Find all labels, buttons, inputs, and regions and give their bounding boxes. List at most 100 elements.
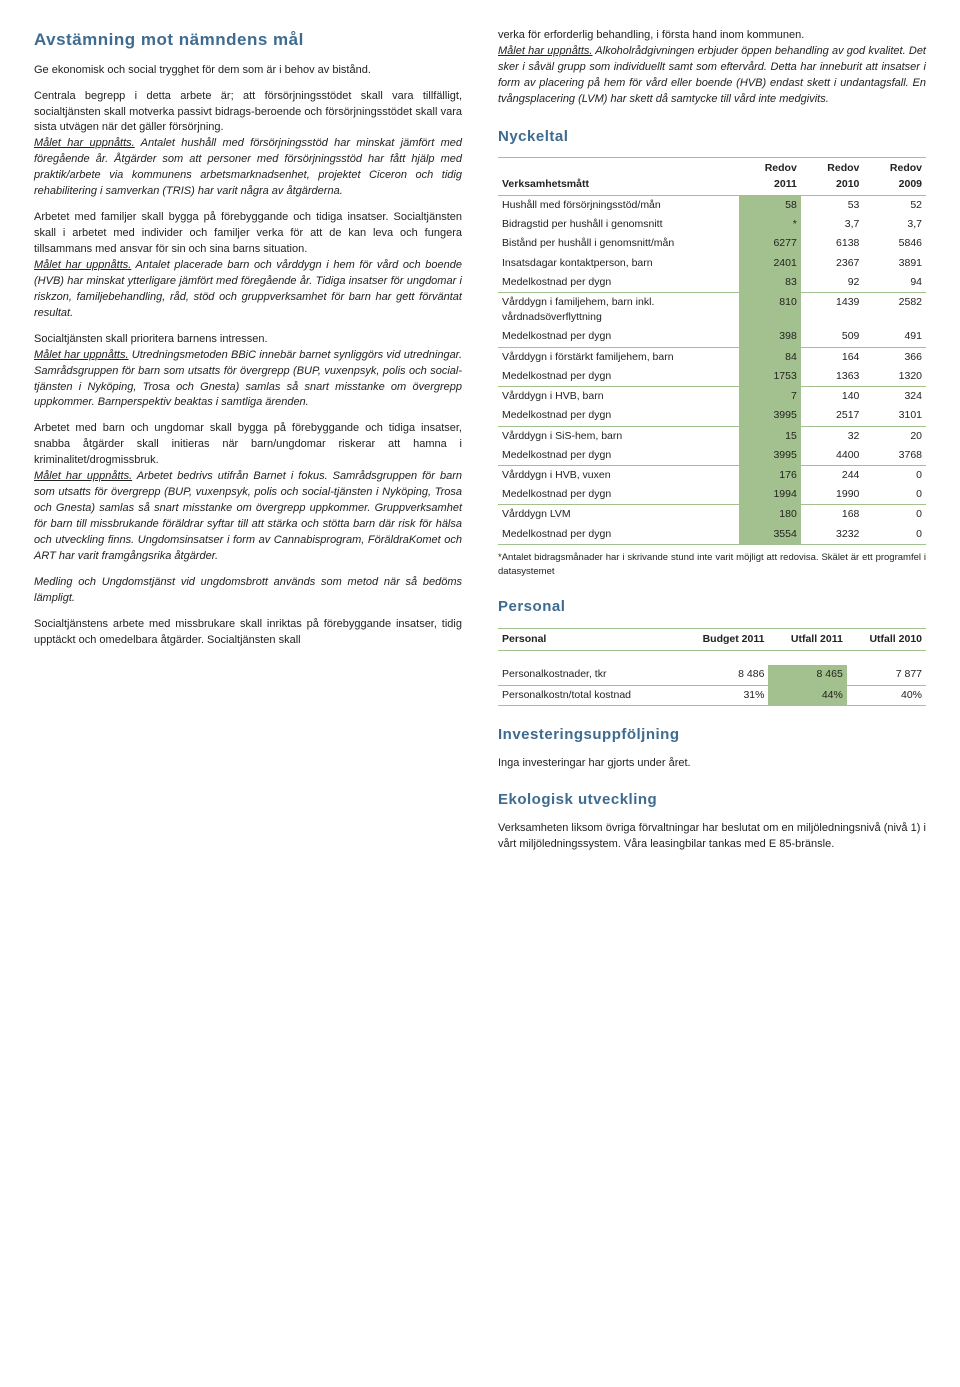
table-personal: Personal Budget 2011 Utfall 2011 Utfall … [498, 628, 926, 706]
cell-label: Insatsdagar kontaktperson, barn [498, 254, 739, 273]
cell-value: 3232 [801, 525, 864, 545]
cell-value: 180 [739, 505, 801, 525]
heading-personal: Personal [498, 596, 926, 618]
cell-value: 509 [801, 327, 864, 347]
table-row: Bidragstid per hushåll i genomsnitt*3,73… [498, 215, 926, 234]
para-families-prevent: Arbetet med familjer skall bygga på före… [34, 210, 462, 322]
cell-value: 84 [739, 347, 801, 367]
para-mediation: Medling och Ungdomstjänst vid ungdomsbro… [34, 575, 462, 607]
cell-value: 6277 [739, 234, 801, 253]
th-2009: Redov 2009 [863, 158, 926, 195]
cell-value: 5846 [863, 234, 926, 253]
cell-value: 1994 [739, 485, 801, 505]
th-personal: Personal [498, 629, 677, 651]
table-row: Medelkostnad per dygn399544003768 [498, 446, 926, 466]
cell-value: 1990 [801, 485, 864, 505]
cell-label: Vårddygn i SiS-hem, barn [498, 426, 739, 446]
th-utfall-2011: Utfall 2011 [768, 629, 846, 651]
cell-label: Medelkostnad per dygn [498, 446, 739, 466]
heading-avstamning: Avstämning mot nämndens mål [34, 28, 462, 53]
cell-label: Medelkostnad per dygn [498, 273, 739, 293]
cell-value: 0 [863, 525, 926, 545]
table-row: Personalkostn/total kostnad31%44%40% [498, 685, 926, 705]
cell-value: 2401 [739, 254, 801, 273]
cell-value: 244 [801, 465, 864, 485]
text: Arbetet bedrivs utifrån Barnet i fokus. … [34, 470, 462, 562]
cell-value: 8 486 [677, 665, 768, 685]
table-row: Vårddygn i HVB, barn7140324 [498, 387, 926, 407]
cell-value: 7 [739, 387, 801, 407]
cell-value: 1363 [801, 367, 864, 387]
goal-reached: Målet har uppnåtts. [498, 45, 592, 57]
table-row: Vårddygn i SiS-hem, barn153220 [498, 426, 926, 446]
cell-value: 52 [863, 195, 926, 215]
cell-value: 0 [863, 465, 926, 485]
para-treatment: verka för erforderlig behandling, i förs… [498, 28, 926, 108]
cell-value: 7 877 [847, 665, 926, 685]
heading-eko: Ekologisk utveckling [498, 789, 926, 811]
cell-value: 32 [801, 426, 864, 446]
text: Centrala begrepp i detta arbete är; att … [34, 90, 462, 134]
para-abuse-prevention: Socialtjänstens arbete med missbrukare s… [34, 617, 462, 649]
table-row: Vårddygn i HVB, vuxen1762440 [498, 465, 926, 485]
th-utfall-2010: Utfall 2010 [847, 629, 926, 651]
cell-value: 44% [768, 685, 846, 705]
cell-label: Hushåll med försörjningsstöd/mån [498, 195, 739, 215]
cell-value: 398 [739, 327, 801, 347]
text: verka för erforderlig behandling, i förs… [498, 29, 804, 41]
para-central-concepts: Centrala begrepp i detta arbete är; att … [34, 89, 462, 201]
cell-value: 168 [801, 505, 864, 525]
cell-value: 2367 [801, 254, 864, 273]
cell-value: 15 [739, 426, 801, 446]
cell-label: Medelkostnad per dygn [498, 485, 739, 505]
text: Arbetet med familjer skall bygga på före… [34, 211, 462, 255]
cell-label: Vårddygn i förstärkt familjehem, barn [498, 347, 739, 367]
heading-nyckeltal: Nyckeltal [498, 126, 926, 148]
cell-value: 92 [801, 273, 864, 293]
cell-value: 810 [739, 292, 801, 327]
th-2011: Redov 2011 [739, 158, 801, 195]
cell-value: 3891 [863, 254, 926, 273]
cell-label: Bidragstid per hushåll i genomsnitt [498, 215, 739, 234]
th-budget-2011: Budget 2011 [677, 629, 768, 651]
text: Arbetet med barn och ungdomar skall bygg… [34, 422, 462, 466]
cell-value: 366 [863, 347, 926, 367]
cell-value: 164 [801, 347, 864, 367]
cell-value: 3554 [739, 525, 801, 545]
goal-reached: Målet har uppnåtts. [34, 470, 132, 482]
cell-value: 1439 [801, 292, 864, 327]
cell-label: Medelkostnad per dygn [498, 367, 739, 387]
table-row: Personalkostnader, tkr8 4868 4657 877 [498, 665, 926, 685]
cell-label: Personalkostn/total kostnad [498, 685, 677, 705]
cell-label: Vårddygn i HVB, vuxen [498, 465, 739, 485]
cell-label: Vårddygn i HVB, barn [498, 387, 739, 407]
cell-label: Personalkostnader, tkr [498, 665, 677, 685]
table-row: Vårddygn LVM1801680 [498, 505, 926, 525]
cell-label: Medelkostnad per dygn [498, 525, 739, 545]
table-row: Medelkostnad per dygn355432320 [498, 525, 926, 545]
goal-reached: Målet har uppnåtts. [34, 349, 129, 361]
cell-value: 2582 [863, 292, 926, 327]
cell-value: 53 [801, 195, 864, 215]
table-row: Medelkostnad per dygn199419900 [498, 485, 926, 505]
table-row: Vårddygn i förstärkt familjehem, barn841… [498, 347, 926, 367]
cell-value: 3101 [863, 406, 926, 426]
cell-value: 176 [739, 465, 801, 485]
goal-reached: Målet har uppnåtts. [34, 137, 135, 149]
table-row: Medelkostnad per dygn839294 [498, 273, 926, 293]
table-row: Medelkostnad per dygn398509491 [498, 327, 926, 347]
heading-invest: Investeringsuppföljning [498, 724, 926, 746]
cell-value: 1753 [739, 367, 801, 387]
right-column: verka för erforderlig behandling, i förs… [498, 28, 926, 863]
cell-label: Medelkostnad per dygn [498, 327, 739, 347]
cell-value: 40% [847, 685, 926, 705]
cell-value: * [739, 215, 801, 234]
cell-value: 1320 [863, 367, 926, 387]
left-column: Avstämning mot nämndens mål Ge ekonomisk… [34, 28, 462, 863]
table-row: Medelkostnad per dygn399525173101 [498, 406, 926, 426]
cell-value: 83 [739, 273, 801, 293]
cell-value: 31% [677, 685, 768, 705]
cell-value: 3995 [739, 446, 801, 466]
cell-value: 8 465 [768, 665, 846, 685]
cell-value: 2517 [801, 406, 864, 426]
